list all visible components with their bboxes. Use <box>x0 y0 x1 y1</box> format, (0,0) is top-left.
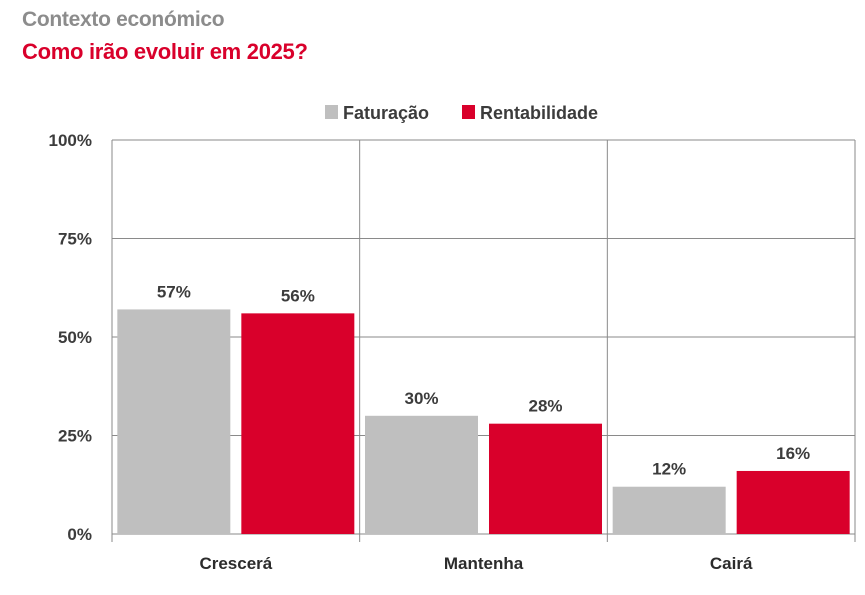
y-tick-label: 25% <box>58 427 92 446</box>
bar-faturacao <box>365 415 478 534</box>
legend-label: Faturação <box>343 103 429 123</box>
bar-rentabilidade <box>489 423 602 534</box>
y-tick-label: 75% <box>58 230 92 249</box>
x-category-label: Cairá <box>710 554 753 573</box>
chart-headline: Como irão evoluir em 2025? <box>22 39 308 64</box>
bar-rentabilidade <box>736 470 850 534</box>
data-label: 28% <box>528 397 562 416</box>
y-tick-label: 50% <box>58 328 92 347</box>
legend-label: Rentabilidade <box>480 103 598 123</box>
data-label: 16% <box>776 444 810 463</box>
legend-swatch <box>325 105 338 119</box>
section-kicker: Contexto económico <box>22 8 225 31</box>
bar-faturacao <box>612 486 726 534</box>
y-tick-label: 0% <box>67 525 92 544</box>
data-label: 56% <box>281 286 315 305</box>
data-label: 12% <box>652 460 686 479</box>
bar-rentabilidade <box>241 313 355 534</box>
data-label: 30% <box>404 389 438 408</box>
bar-faturacao <box>117 309 231 534</box>
x-category-label: Mantenha <box>444 554 524 573</box>
x-category-label: Crescerá <box>199 554 272 573</box>
data-label: 57% <box>157 282 191 301</box>
y-tick-label: 100% <box>49 131 92 150</box>
legend-swatch <box>462 105 475 119</box>
